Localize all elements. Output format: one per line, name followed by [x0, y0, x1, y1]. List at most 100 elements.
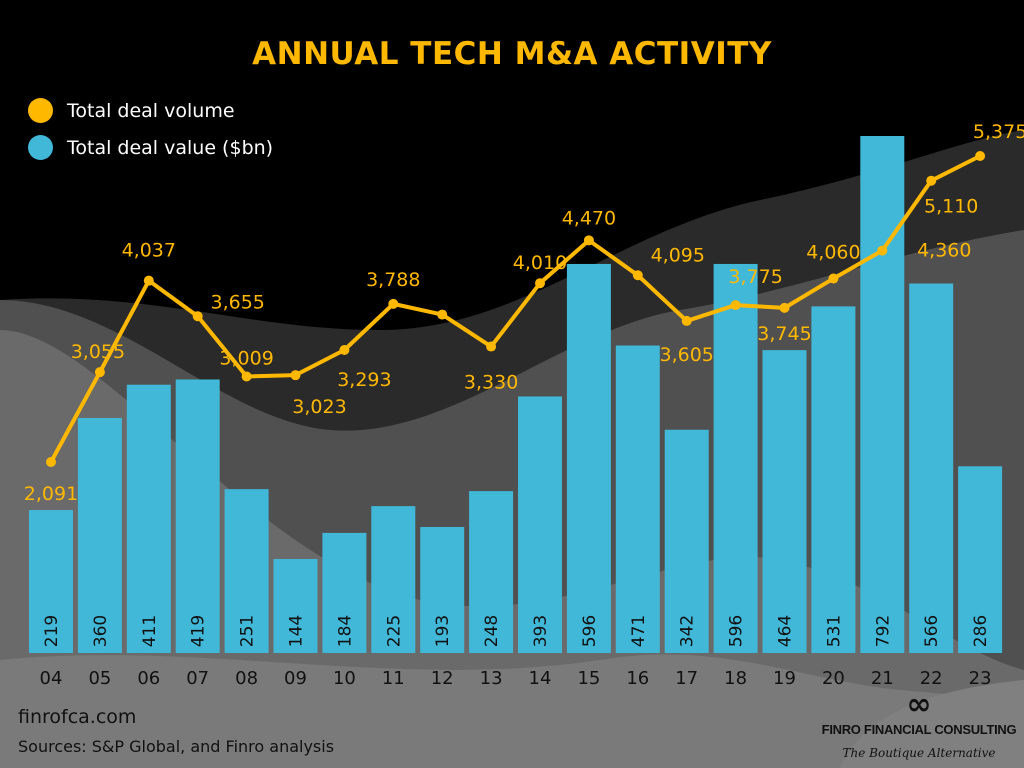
volume-value-label: 4,470 [562, 207, 616, 229]
volume-value-label: 5,110 [924, 196, 978, 218]
volume-point [583, 235, 594, 246]
volume-value-label: 3,655 [210, 291, 264, 313]
x-tick-label: 06 [137, 668, 160, 689]
footer-sources: Sources: S&P Global, and Finro analysis [18, 737, 335, 756]
bar [175, 379, 220, 653]
bar-value-label: 566 [922, 615, 942, 647]
bar-value-label: 596 [580, 615, 600, 647]
volume-value-label: 4,360 [917, 240, 971, 262]
volume-point [681, 315, 692, 326]
bar [615, 345, 660, 653]
bar-value-label: 360 [91, 615, 111, 647]
x-tick-label: 07 [186, 668, 209, 689]
bar [860, 136, 905, 653]
bar-value-label: 193 [433, 615, 453, 647]
bar-value-label: 219 [42, 615, 62, 647]
bar [224, 489, 269, 653]
x-tick-label: 18 [724, 668, 747, 689]
footer-site: finrofca.com [18, 706, 137, 728]
volume-point [290, 370, 301, 381]
volume-point [828, 273, 839, 284]
bar [420, 527, 465, 653]
bar [518, 396, 562, 653]
volume-value-label: 3,788 [366, 269, 420, 291]
x-tick-label: 15 [577, 668, 600, 689]
x-tick-label: 23 [969, 668, 992, 689]
volume-point [975, 151, 986, 161]
bar [322, 532, 367, 653]
bar-value-label: 225 [384, 615, 404, 647]
x-tick-label: 11 [382, 668, 405, 689]
x-tick-label: 14 [529, 668, 552, 689]
bar-value-label: 251 [238, 615, 258, 647]
volume-point [437, 309, 448, 320]
volume-value-label: 3,605 [659, 344, 713, 366]
volume-value-label: 3,775 [728, 266, 782, 288]
volume-point [94, 367, 105, 378]
bar [126, 384, 171, 653]
legend-item-value: Total deal value ($bn) [28, 135, 273, 160]
x-tick-label: 09 [284, 668, 307, 689]
bar [273, 559, 318, 653]
volume-line [49, 154, 982, 463]
chart-title: ANNUAL TECH M&A ACTIVITY [252, 36, 772, 72]
volume-value-label: 3,293 [337, 369, 391, 391]
x-tick-label: 22 [920, 668, 943, 689]
bar [909, 283, 954, 653]
volume-point [632, 270, 643, 281]
x-tick-label: 16 [626, 668, 649, 689]
volume-value-label: 4,037 [122, 240, 176, 262]
volume-point [486, 341, 497, 352]
legend-swatch-volume [28, 98, 53, 123]
x-tick-label: 19 [773, 668, 796, 689]
volume-value-label: 5,375 [973, 121, 1024, 143]
bar [958, 466, 1003, 653]
volume-point [388, 298, 399, 309]
brand-tagline: The Boutique Alternative [842, 746, 996, 760]
volume-point [779, 302, 790, 313]
x-tick-label: 05 [88, 668, 111, 689]
bar [713, 263, 758, 653]
bar [762, 350, 807, 653]
x-tick-label: 17 [675, 668, 698, 689]
bar-value-label: 531 [824, 615, 844, 647]
volume-point [192, 311, 203, 322]
x-tick-label: 10 [333, 668, 356, 689]
volume-value-label: 3,023 [292, 396, 346, 418]
volume-point [877, 245, 888, 256]
volume-value-label: 4,095 [651, 244, 705, 266]
volume-point [926, 175, 937, 186]
volume-value-label: 3,330 [464, 372, 518, 394]
volume-value-label: 3,009 [219, 347, 273, 369]
bar-value-label: 464 [776, 615, 796, 647]
bar-value-label: 144 [287, 615, 307, 647]
x-tick-label: 12 [431, 668, 454, 689]
bar [29, 510, 73, 653]
bar-value-label: 184 [335, 615, 355, 647]
bar-value-label: 411 [140, 615, 160, 647]
legend-label-volume: Total deal volume [67, 99, 235, 122]
volume-point [143, 275, 154, 286]
volume-point [241, 371, 252, 382]
volume-value-label: 4,060 [806, 242, 860, 264]
bar [566, 263, 611, 653]
x-tick-label: 08 [235, 668, 258, 689]
legend-label-value: Total deal value ($bn) [67, 136, 274, 159]
volume-value-label: 3,055 [71, 341, 125, 363]
x-tick-label: 21 [871, 668, 894, 689]
x-tick-label: 04 [40, 668, 63, 689]
volume-value-label: 3,745 [757, 323, 811, 345]
volume-value-label: 2,091 [24, 483, 78, 505]
legend-swatch-value [28, 135, 53, 160]
bar-value-label: 596 [727, 615, 747, 647]
volume-point [535, 278, 545, 289]
volume-point [339, 344, 350, 355]
x-tick-label: 13 [480, 668, 503, 689]
volume-point [46, 457, 56, 467]
brand-name: FINRO FINANCIAL CONSULTING [821, 722, 1017, 737]
volume-value-label: 4,010 [513, 252, 567, 274]
infinity-logo-icon: ∞ [906, 687, 932, 722]
bar [469, 491, 514, 653]
